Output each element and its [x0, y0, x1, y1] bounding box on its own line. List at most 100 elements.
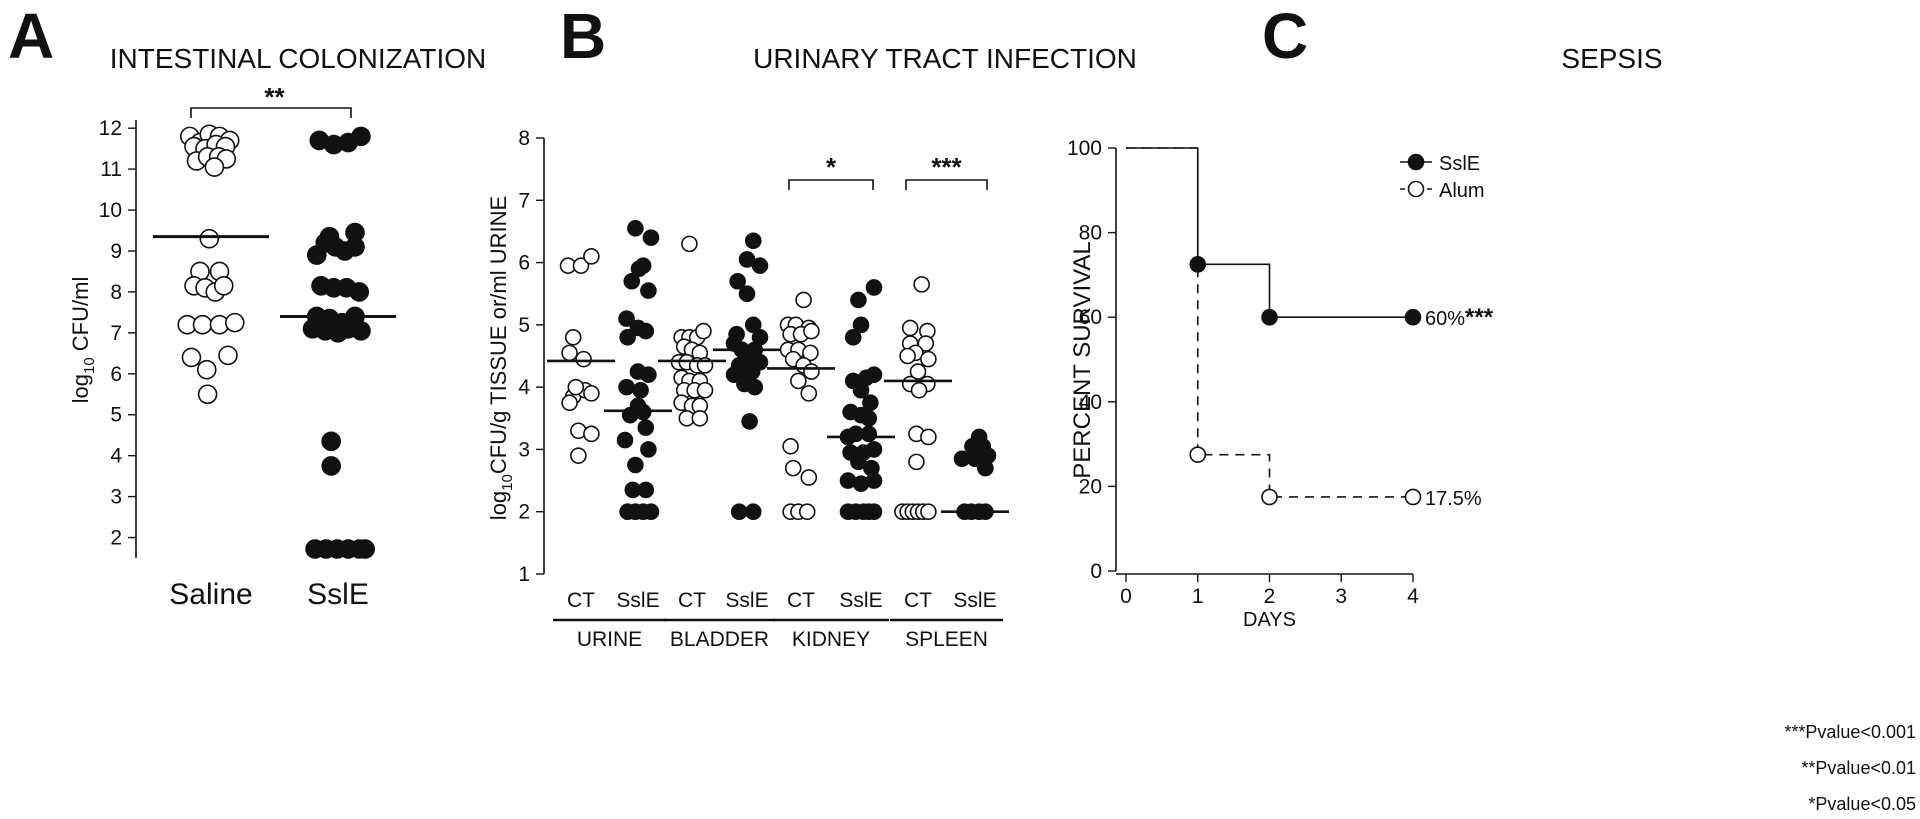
data-point	[192, 314, 213, 335]
data-point	[860, 425, 878, 443]
data-point	[784, 459, 802, 477]
significance-label: ***	[931, 152, 962, 182]
tissue-label: KIDNEY	[792, 628, 870, 651]
legend-label: SslE	[1439, 153, 1480, 175]
significance-bracket	[190, 107, 352, 118]
y-tick-label: 2	[518, 501, 530, 524]
significance-bracket	[905, 179, 988, 190]
data-point	[196, 359, 217, 380]
data-point	[619, 329, 636, 346]
x-axis-label: DAYS	[1243, 609, 1296, 631]
data-point	[917, 335, 935, 352]
data-point	[744, 503, 762, 521]
y-tick-label: 4	[110, 445, 122, 468]
data-point	[637, 322, 655, 340]
panel-letter-a: A	[8, 0, 54, 72]
end-value-label: 60%***	[1425, 304, 1494, 331]
data-point	[561, 394, 578, 412]
data-point	[738, 285, 756, 303]
data-point	[741, 413, 758, 430]
data-point	[800, 385, 818, 402]
data-point	[575, 350, 592, 368]
data-point	[197, 384, 218, 405]
panel-letter-c: C	[1262, 0, 1308, 72]
data-point	[738, 251, 756, 268]
y-tick-label: 60	[1079, 306, 1102, 329]
panel-c-legend: SslE Alum	[1400, 153, 1485, 202]
y-tick-label: 1	[518, 563, 530, 586]
data-point	[634, 257, 652, 274]
panel-a: A INTESTINAL COLONIZATION 2 3 4 5 6 7 8 9 10 11 12…	[8, 0, 486, 611]
data-point	[637, 419, 655, 436]
data-point	[640, 366, 657, 383]
data-point	[640, 441, 657, 458]
data-point	[860, 409, 878, 427]
data-point	[744, 232, 762, 250]
survival-marker	[1261, 488, 1278, 506]
y-tick-label: 9	[110, 240, 122, 263]
panel-a-axes: 2 3 4 5 6 7 8 9 10 11 12 log10 CFU/ml Saline SslE **	[68, 82, 369, 611]
panel-b-title: URINARY TRACT INFECTION	[753, 43, 1137, 74]
data-point	[627, 220, 644, 237]
data-point	[729, 272, 746, 290]
data-point	[627, 456, 644, 474]
y-tick-label: 40	[1079, 391, 1102, 414]
data-point	[351, 126, 371, 147]
data-point	[802, 344, 819, 362]
data-point	[850, 291, 867, 309]
data-point	[746, 378, 764, 396]
data-point	[321, 456, 342, 476]
pvalue-note-1: ***Pvalue<0.001	[1784, 722, 1916, 742]
data-point	[351, 321, 371, 341]
data-point	[910, 381, 928, 399]
data-point	[913, 276, 930, 293]
data-point	[803, 363, 820, 380]
data-point	[865, 503, 883, 521]
group-label: SslE	[953, 589, 996, 612]
data-point	[321, 431, 342, 452]
panel-b-points	[547, 220, 1009, 521]
group-label: CT	[567, 589, 595, 612]
y-axis-label: PERCENT SURVIVAL	[1069, 241, 1096, 478]
y-tick-label: 7	[518, 189, 530, 212]
data-point	[909, 363, 927, 380]
data-point	[696, 381, 714, 399]
data-point	[618, 378, 635, 396]
data-point	[865, 366, 883, 383]
data-point	[616, 431, 634, 449]
survival-marker	[1189, 446, 1207, 463]
data-point	[920, 428, 937, 446]
y-tick-label: 5	[110, 404, 122, 427]
x-tick-label: 3	[1335, 585, 1347, 608]
data-point	[681, 235, 698, 253]
y-tick-label: 7	[110, 322, 122, 345]
data-point	[561, 344, 578, 362]
y-axis-label: log10CFU/g TISSUE or/ml URINE	[486, 196, 516, 520]
group-label: SslE	[725, 589, 768, 612]
category-label: Saline	[169, 578, 252, 611]
data-point	[800, 469, 818, 486]
data-point	[199, 228, 220, 249]
data-point	[908, 453, 925, 471]
data-point	[349, 282, 370, 302]
panel-c-series: 60%*** 17.5%	[1126, 147, 1494, 510]
legend-label: Alum	[1439, 180, 1485, 202]
panel-a-points	[153, 124, 396, 559]
significance-label: *	[826, 152, 837, 182]
group-label: CT	[904, 589, 932, 612]
data-point	[345, 237, 365, 257]
y-tick-label: 8	[518, 127, 530, 150]
x-tick-label: 4	[1407, 585, 1419, 608]
y-tick-label: 3	[110, 486, 122, 509]
y-tick-label: 3	[518, 438, 530, 461]
data-point	[865, 279, 883, 296]
data-point	[798, 503, 816, 521]
data-point	[642, 503, 660, 521]
data-point	[844, 329, 862, 346]
y-tick-label: 6	[518, 252, 530, 275]
y-tick-label: 80	[1079, 222, 1102, 245]
data-point	[181, 347, 202, 368]
data-point	[795, 291, 812, 309]
y-tick-label: 11	[100, 158, 122, 181]
legend-marker	[1407, 153, 1425, 171]
